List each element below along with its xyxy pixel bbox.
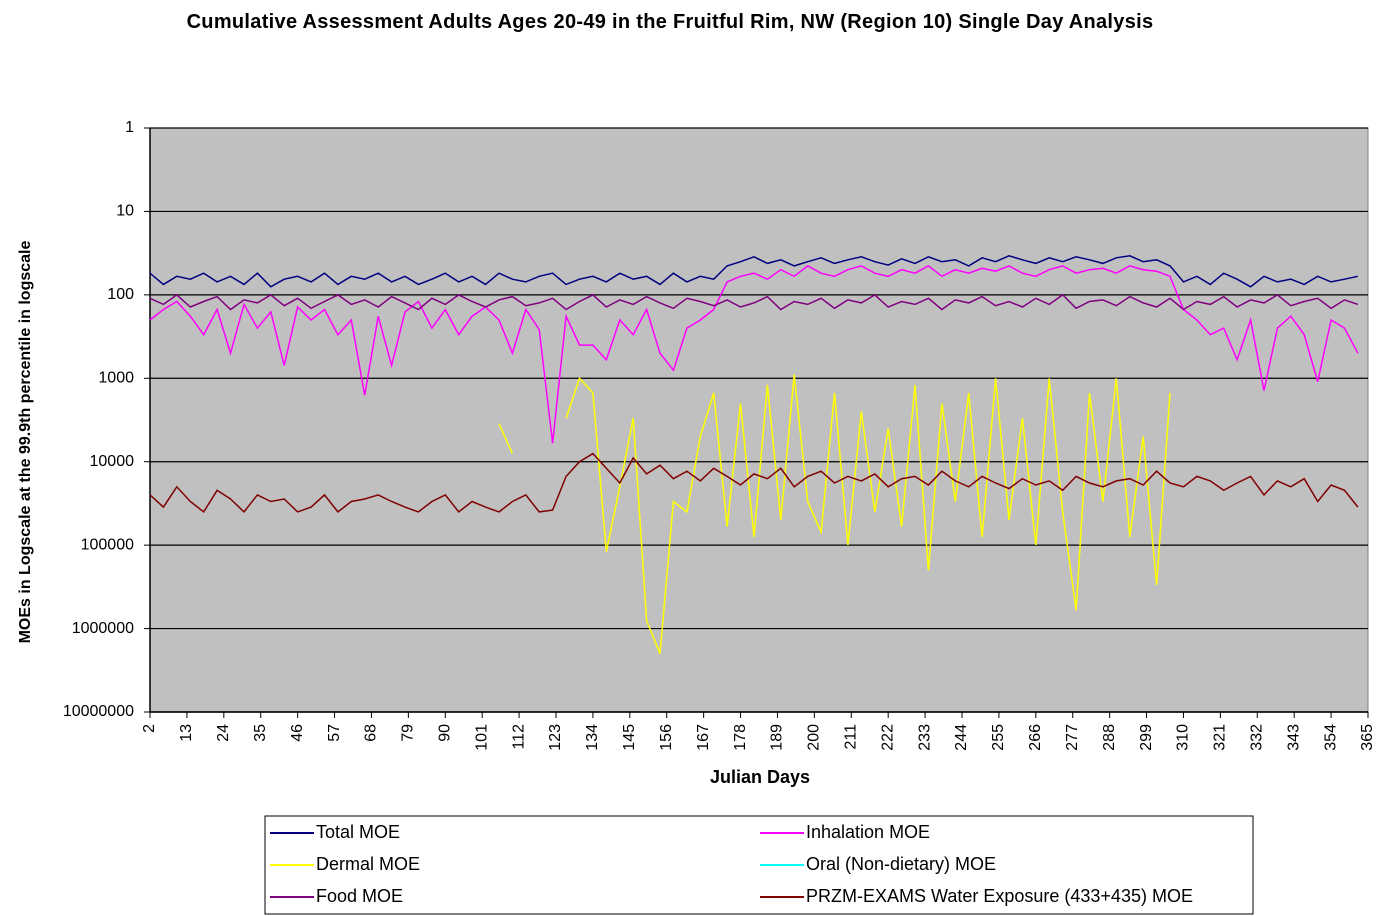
y-tick-label: 10000	[90, 453, 135, 470]
legend-label: PRZM-EXAMS Water Exposure (433+435) MOE	[806, 886, 1193, 906]
series-line	[149, 452, 1359, 514]
series-line	[498, 374, 1171, 654]
x-tick-label: 288	[1101, 724, 1118, 751]
legend-label: Total MOE	[316, 822, 400, 842]
y-tick-label: 100000	[81, 536, 134, 553]
x-tick-label: 277	[1064, 724, 1081, 751]
x-tick-label: 266	[1027, 724, 1044, 751]
series-line	[149, 265, 1359, 444]
x-tick-label: 57	[326, 724, 343, 742]
y-axis-label: MOEs in Logscale at the 99.9th percentil…	[17, 241, 34, 644]
x-tick-label: 134	[584, 724, 601, 751]
x-tick-label: 233	[916, 724, 933, 751]
x-tick-label: 46	[289, 724, 306, 742]
x-tick-label: 211	[842, 724, 859, 750]
x-tick-label: 79	[400, 724, 417, 742]
x-tick-label: 321	[1212, 724, 1229, 751]
x-axis-label: Julian Days	[710, 767, 810, 787]
x-tick-label: 101	[473, 724, 490, 751]
x-tick-label: 145	[621, 724, 638, 751]
series-line	[149, 293, 1359, 311]
x-tick-label: 244	[953, 724, 970, 751]
x-tick-label: 310	[1175, 724, 1192, 751]
y-tick-label: 10	[116, 203, 134, 220]
x-tick-label: 112	[510, 724, 527, 750]
x-tick-label: 167	[695, 724, 712, 751]
y-tick-label: 100	[107, 286, 134, 303]
legend-label: Food MOE	[316, 886, 403, 906]
y-tick-label: 1000	[98, 370, 134, 387]
y-tick-label: 10000000	[63, 703, 134, 720]
x-tick-label: 68	[363, 724, 380, 742]
x-tick-label: 255	[990, 724, 1007, 751]
x-tick-label: 222	[879, 724, 896, 751]
legend-label: Inhalation MOE	[806, 822, 930, 842]
x-tick-label: 365	[1359, 724, 1376, 751]
x-tick-label: 13	[178, 724, 195, 742]
chart-title: Cumulative Assessment Adults Ages 20-49 …	[186, 11, 1154, 33]
x-tick-label: 189	[769, 724, 786, 751]
x-tick-label: 178	[732, 724, 749, 751]
x-tick-label: 332	[1248, 724, 1265, 751]
legend-box	[264, 815, 1254, 915]
x-tick-label: 123	[547, 724, 564, 751]
legend-label: Oral (Non-dietary) MOE	[806, 854, 996, 874]
x-tick-label: 299	[1138, 724, 1155, 751]
x-tick-label: 200	[806, 724, 823, 751]
legend-label: Dermal MOE	[316, 854, 420, 874]
series-line	[149, 255, 1359, 288]
x-tick-label: 354	[1322, 724, 1339, 751]
x-tick-label: 35	[252, 724, 269, 742]
x-tick-label: 156	[658, 724, 675, 751]
y-tick-label: 1	[125, 119, 134, 136]
x-tick-label: 2	[141, 724, 158, 733]
plot-area	[149, 127, 1369, 713]
x-tick-label: 90	[436, 724, 453, 742]
x-tick-label: 24	[215, 724, 232, 742]
x-tick-label: 343	[1285, 724, 1302, 751]
y-tick-label: 1000000	[72, 620, 134, 637]
